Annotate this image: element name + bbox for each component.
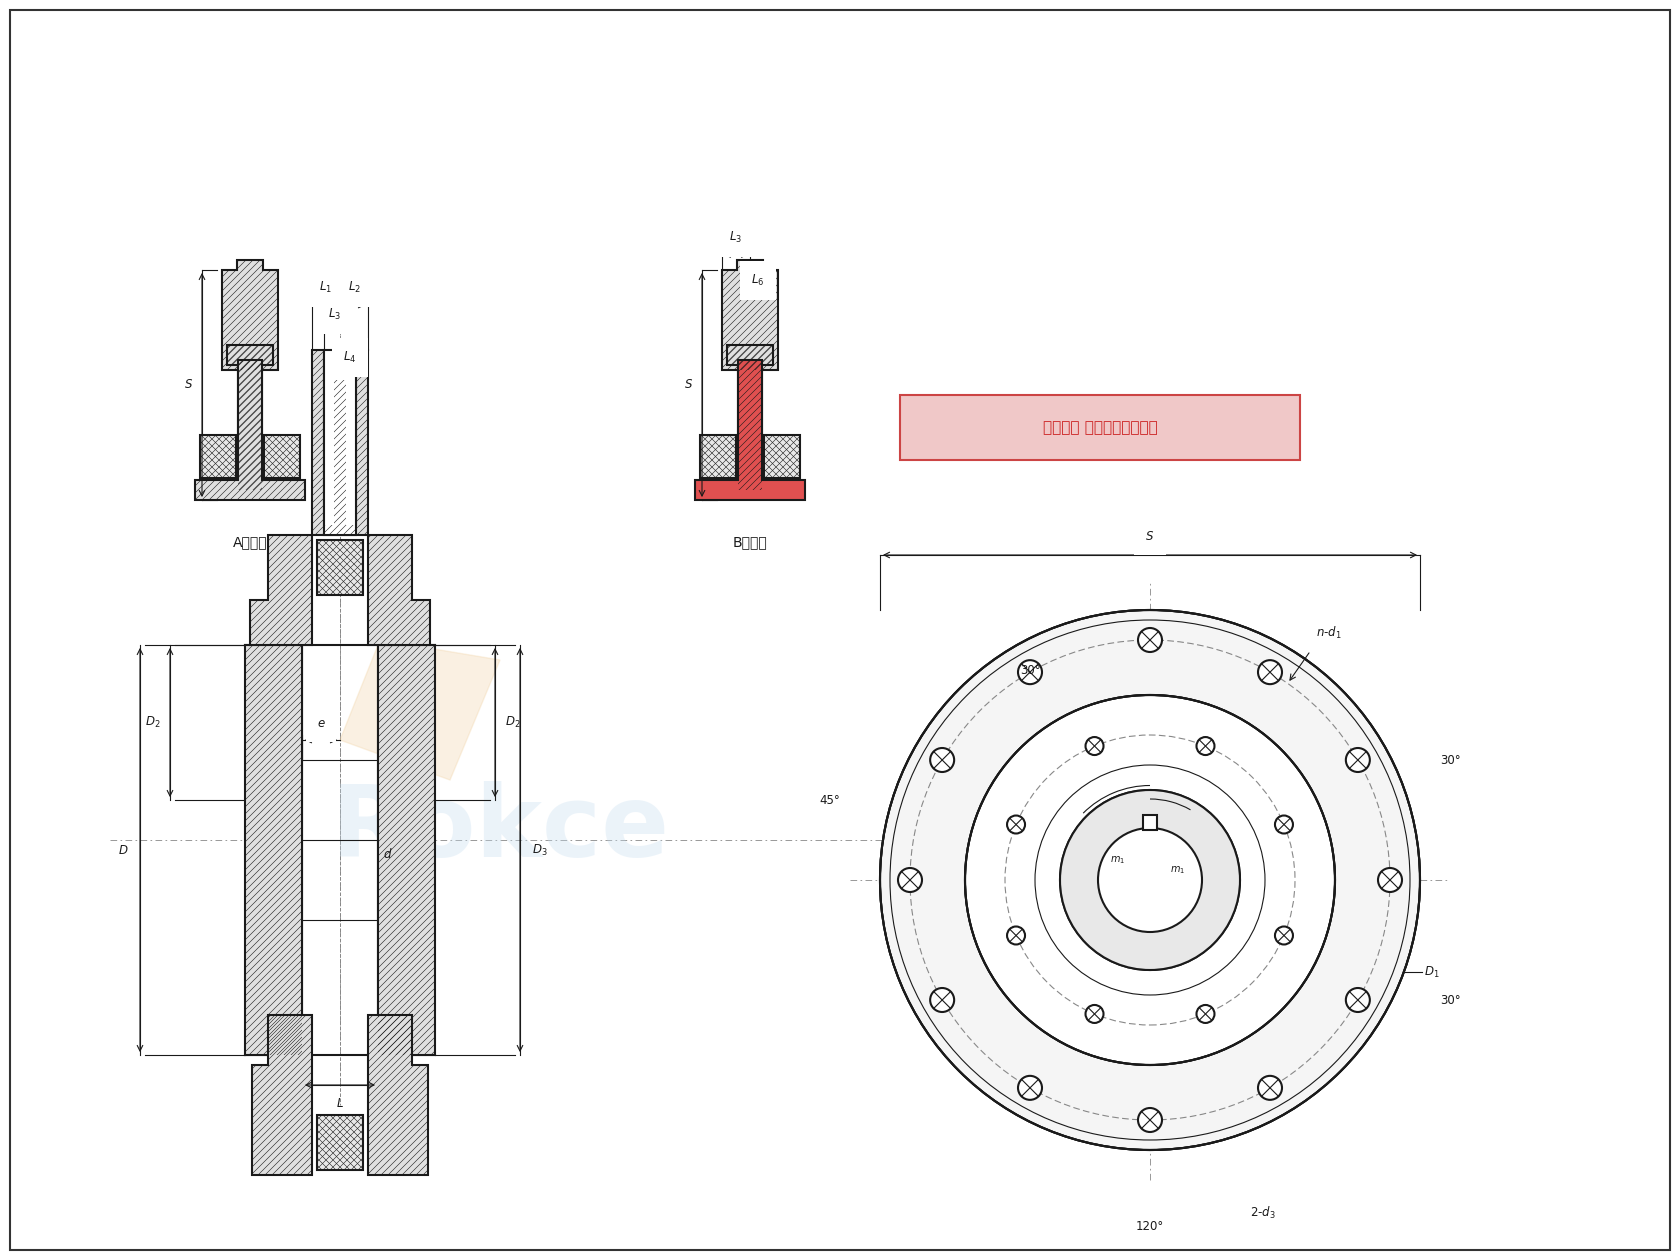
Text: $n$-$d_1$: $n$-$d_1$: [1315, 625, 1341, 640]
Text: d: d: [383, 848, 390, 862]
Text: $L_3$: $L_3$: [729, 229, 743, 244]
Circle shape: [1018, 660, 1042, 684]
Text: $L_3$: $L_3$: [329, 307, 341, 323]
Circle shape: [1006, 815, 1025, 834]
Text: 45°: 45°: [820, 794, 840, 806]
Text: $m_1$: $m_1$: [1169, 864, 1184, 876]
Polygon shape: [368, 536, 430, 645]
Circle shape: [1346, 988, 1369, 1012]
Polygon shape: [252, 1016, 312, 1176]
Text: Rokce: Rokce: [331, 781, 670, 878]
Circle shape: [1006, 926, 1025, 945]
Polygon shape: [378, 645, 435, 1055]
Circle shape: [931, 748, 954, 772]
Text: $L_2$: $L_2$: [348, 280, 361, 295]
Polygon shape: [764, 435, 800, 478]
Polygon shape: [195, 360, 306, 500]
Text: 30°: 30°: [1440, 993, 1460, 1007]
Text: $2$-$d_3$: $2$-$d_3$: [1250, 1205, 1275, 1221]
Circle shape: [1137, 627, 1163, 651]
Circle shape: [1018, 1076, 1042, 1100]
Text: $D_3$: $D_3$: [533, 843, 548, 858]
Bar: [1142, 815, 1158, 830]
Circle shape: [1275, 926, 1294, 945]
Polygon shape: [727, 345, 773, 490]
Circle shape: [1085, 1005, 1104, 1023]
Text: $L_6$: $L_6$: [751, 273, 764, 289]
Circle shape: [899, 868, 922, 892]
Text: 120°: 120°: [1136, 1220, 1164, 1234]
Text: e: e: [318, 717, 324, 730]
Circle shape: [1196, 1005, 1215, 1023]
Text: 30°: 30°: [1440, 753, 1460, 766]
Circle shape: [1099, 828, 1201, 932]
Text: 版权所有 侵权必被严厉追究: 版权所有 侵权必被严厉追究: [1043, 420, 1158, 435]
Text: $D_2$: $D_2$: [506, 714, 521, 730]
Polygon shape: [227, 345, 272, 490]
Polygon shape: [318, 541, 363, 595]
Circle shape: [931, 988, 954, 1012]
Circle shape: [880, 610, 1420, 1150]
Polygon shape: [318, 1115, 363, 1171]
Polygon shape: [264, 435, 301, 478]
Circle shape: [964, 696, 1336, 1065]
Text: S: S: [185, 378, 192, 392]
Polygon shape: [222, 260, 277, 370]
Circle shape: [1137, 1108, 1163, 1131]
Circle shape: [1258, 1076, 1282, 1100]
Text: $D_1$: $D_1$: [1423, 965, 1440, 980]
Text: S: S: [684, 378, 692, 392]
Text: L: L: [336, 1097, 343, 1110]
Text: D: D: [119, 843, 128, 857]
Circle shape: [1060, 790, 1240, 970]
Circle shape: [1085, 737, 1104, 755]
Text: $L_1$: $L_1$: [319, 280, 333, 295]
Polygon shape: [368, 1016, 428, 1176]
Polygon shape: [250, 536, 312, 645]
Polygon shape: [324, 350, 356, 536]
Polygon shape: [339, 640, 501, 780]
Text: $m_1$: $m_1$: [1110, 854, 1126, 866]
Circle shape: [1346, 748, 1369, 772]
Text: $D_2$: $D_2$: [144, 714, 160, 730]
Text: 30°: 30°: [1020, 664, 1040, 677]
Polygon shape: [696, 360, 805, 500]
Text: S: S: [1146, 530, 1154, 543]
Circle shape: [1275, 815, 1294, 834]
Polygon shape: [701, 435, 736, 478]
Circle shape: [1378, 868, 1403, 892]
Polygon shape: [200, 435, 235, 478]
Text: $L_4$: $L_4$: [343, 350, 356, 365]
Polygon shape: [245, 645, 302, 1055]
Text: B型结构: B型结构: [732, 536, 768, 549]
Circle shape: [1258, 660, 1282, 684]
Text: A型结构: A型结构: [234, 536, 267, 549]
Circle shape: [1196, 737, 1215, 755]
Polygon shape: [312, 350, 368, 536]
Bar: [900, 394, 1300, 460]
Polygon shape: [722, 260, 778, 370]
